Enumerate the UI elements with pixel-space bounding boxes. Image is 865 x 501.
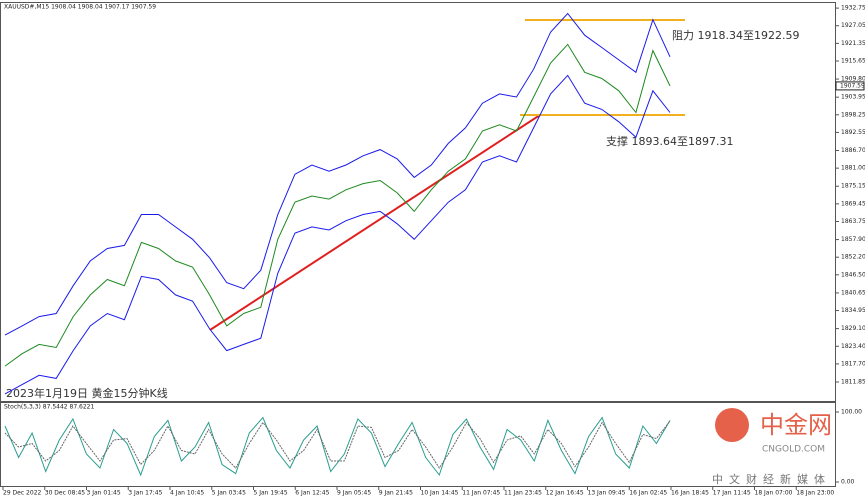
x-tick-label: 3 Jan 17:45	[128, 490, 162, 497]
price-header: XAUUSD#,M15 1908.04 1908.04 1907.17 1907…	[4, 4, 156, 11]
y-tick-label: 1903.95	[841, 94, 865, 101]
price-tag	[835, 81, 865, 91]
resistance-label: 阻力 1918.34至1922.59	[672, 29, 799, 42]
y-tick-label: 1909.80	[841, 76, 865, 83]
y-tick-label: 1840.65	[841, 289, 865, 296]
watermark-brand: 中金网	[760, 411, 832, 439]
series-line	[4, 43, 671, 367]
y-tick-label: 1915.65	[841, 57, 865, 64]
x-tick-label: 3 Jan 01:45	[87, 490, 121, 497]
x-tick-label: 18 Jan 07:00	[755, 490, 793, 497]
stoch-pane	[0, 402, 836, 487]
y-tick-label: 1817.70	[841, 360, 865, 367]
x-tick-label: 11 Jan 07:45	[462, 490, 500, 497]
x-tick-label: 5 Jan 03:45	[212, 490, 246, 497]
y-tick-label: 1881.00	[841, 165, 865, 172]
y-tick-label: 1852.20	[841, 254, 865, 261]
x-tick-label: 4 Jan 10:45	[170, 490, 204, 497]
price-pane	[0, 2, 836, 402]
x-tick-label: 18 Jan 23:00	[796, 490, 834, 497]
series-line	[4, 420, 671, 469]
y-tick-label: 100.00	[841, 409, 862, 416]
y-tick-label: 1869.45	[841, 200, 865, 207]
y-tick-label: 1886.70	[841, 147, 865, 154]
stoch-header: Stoch(5,3,3) 87.5442 87.6221	[4, 404, 95, 411]
y-tick-label: 1932.75	[841, 5, 865, 12]
y-tick-label: 1927.05	[841, 22, 865, 29]
watermark-slogan: 中文财经新媒体	[712, 472, 831, 486]
x-tick-label: 16 Jan 02:45	[629, 490, 667, 497]
x-tick-label: 29 Dec 2022	[3, 490, 42, 497]
y-tick-label: 1829.10	[841, 325, 865, 332]
price-tag-label: 1907.59	[840, 82, 865, 89]
x-tick-label: 30 Dec 08:45	[45, 490, 86, 497]
x-tick-label: 9 Jan 05:45	[337, 490, 371, 497]
y-tick-label: 1811.85	[841, 378, 865, 385]
x-tick-label: 17 Jan 11:45	[713, 490, 751, 497]
x-tick-label: 16 Jan 18:45	[671, 490, 709, 497]
y-tick-label: 1846.50	[841, 271, 865, 278]
series-line	[4, 12, 671, 336]
x-tick-label: 12 Jan 16:45	[546, 490, 584, 497]
y-tick-label: 1898.25	[841, 111, 865, 118]
y-tick-label: 1892.55	[841, 129, 865, 136]
y-tick-label: 1823.40	[841, 343, 865, 350]
trend-line	[209, 114, 541, 331]
y-tick-label: 1857.90	[841, 236, 865, 243]
y-tick-label: 1863.75	[841, 218, 865, 225]
logo	[715, 408, 749, 442]
series-line	[4, 416, 671, 477]
y-tick-label: 1875.15	[841, 183, 865, 190]
watermark-site: CNGOLD.COM	[762, 445, 825, 455]
y-tick-label: 0.00	[841, 479, 855, 486]
y-tick-label: 1834.95	[841, 307, 865, 314]
x-tick-label: 5 Jan 19:45	[254, 490, 288, 497]
x-tick-label: 11 Jan 23:45	[504, 490, 542, 497]
x-tick-label: 10 Jan 14:45	[421, 490, 459, 497]
x-tick-label: 9 Jan 21:45	[379, 490, 413, 497]
x-tick-label: 13 Jan 09:45	[588, 490, 626, 497]
x-tick-label: 6 Jan 12:45	[295, 490, 329, 497]
series-line	[4, 74, 671, 395]
support-label: 支撑 1893.64至1897.31	[606, 134, 733, 148]
y-tick-label: 1921.35	[841, 40, 865, 47]
chart-caption: 2023年1月19日 黄金15分钟K线	[6, 386, 168, 400]
